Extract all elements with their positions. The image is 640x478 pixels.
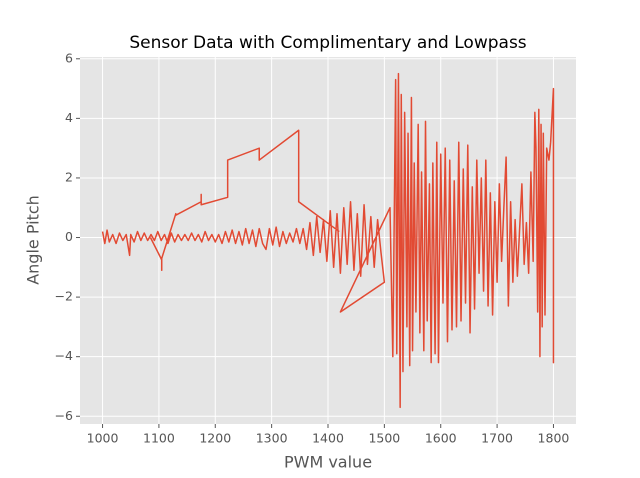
x-tick-label: 1800 bbox=[538, 431, 570, 446]
y-tick-label: 6 bbox=[65, 50, 73, 65]
x-axis-label: PWM value bbox=[284, 453, 372, 472]
y-tick-label: −4 bbox=[55, 348, 73, 363]
data-line bbox=[101, 72, 555, 409]
y-tick-label: −2 bbox=[55, 289, 73, 304]
y-tick-label: −6 bbox=[55, 408, 73, 423]
y-tick-label: 4 bbox=[65, 110, 73, 125]
x-tick-label: 1300 bbox=[256, 431, 288, 446]
chart-title: Sensor Data with Complimentary and Lowpa… bbox=[129, 33, 526, 53]
x-tick-label: 1500 bbox=[368, 431, 400, 446]
y-tick-label: 2 bbox=[65, 169, 73, 184]
x-tick-label: 1100 bbox=[143, 431, 175, 446]
x-tick-label: 1000 bbox=[87, 431, 119, 446]
x-tick-label: 1200 bbox=[199, 431, 231, 446]
x-tick-label: 1700 bbox=[481, 431, 513, 446]
x-tick-label: 1400 bbox=[312, 431, 344, 446]
x-tick-label: 1600 bbox=[425, 431, 457, 446]
y-axis-label: Angle Pitch bbox=[24, 195, 43, 285]
y-tick-label: 0 bbox=[65, 229, 73, 244]
